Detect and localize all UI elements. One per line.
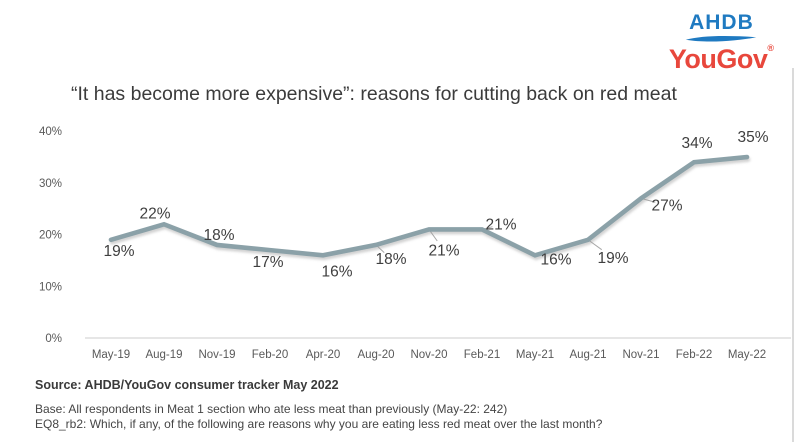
series-line [108, 154, 750, 258]
x-tick-label: Aug-21 [569, 349, 606, 361]
data-label: 16% [540, 251, 571, 268]
page-edge-divider [792, 68, 794, 442]
y-tick-label: 10% [39, 281, 62, 293]
brand-logos: AHDB YouGov® [669, 12, 774, 73]
x-tick-label: Aug-19 [145, 349, 182, 361]
data-label: 34% [681, 135, 712, 152]
x-tick-label: May-21 [516, 349, 554, 361]
x-tick-label: May-19 [92, 349, 130, 361]
data-label: 17% [252, 254, 283, 271]
y-tick-label: 30% [39, 178, 62, 190]
ahdb-logo: AHDB [689, 11, 754, 34]
y-tick-label: 20% [39, 230, 62, 242]
question-note: EQ8_rb2: Which, if any, of the following… [35, 417, 603, 431]
x-tick-label: May-22 [728, 349, 766, 361]
yougov-logo: YouGov [668, 44, 768, 74]
x-tick-label: Apr-20 [306, 349, 341, 361]
data-label: 27% [651, 197, 682, 214]
base-note: Base: All respondents in Meat 1 section … [35, 402, 508, 416]
x-tick-label: Nov-19 [198, 349, 235, 361]
x-tick-label: Nov-21 [622, 349, 659, 361]
data-label: 21% [485, 216, 516, 233]
data-label: 35% [737, 129, 768, 146]
x-tick-label: Feb-20 [252, 349, 288, 361]
data-label: 19% [597, 250, 628, 267]
x-tick-label: Aug-20 [357, 349, 394, 361]
source-note: Source: AHDB/YouGov consumer tracker May… [35, 378, 339, 392]
y-tick-label: 40% [39, 126, 62, 138]
data-label: 22% [139, 205, 170, 222]
data-label: 16% [321, 263, 352, 280]
x-tick-label: Nov-20 [410, 349, 447, 361]
data-label: 21% [428, 242, 459, 259]
chart-title: “It has become more expensive”: reasons … [71, 83, 677, 105]
data-label: 18% [375, 251, 406, 268]
data-label: 19% [103, 243, 134, 260]
data-label: 18% [203, 227, 234, 244]
x-tick-label: Feb-22 [676, 349, 712, 361]
yougov-registered-mark: ® [767, 43, 774, 53]
ahdb-swoosh-icon [686, 36, 757, 42]
x-tick-label: Feb-21 [464, 349, 500, 361]
y-tick-label: 0% [45, 333, 62, 345]
